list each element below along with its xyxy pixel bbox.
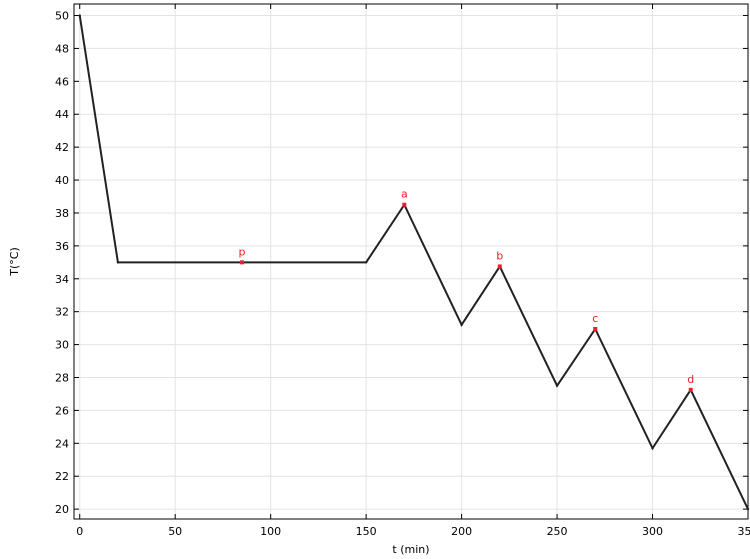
series-line [78,15,749,510]
annotation-label: a [401,188,408,201]
y-tick-label: 38 [55,207,69,220]
y-tick-label: 40 [55,174,69,187]
y-tick-label: 46 [55,75,69,88]
x-tick-label: 150 [356,525,377,538]
data-point [116,261,120,264]
x-tick-label: 100 [260,525,281,538]
y-tick-label: 36 [55,240,69,253]
annotation-label: p [239,245,246,258]
y-tick-label: 24 [55,437,69,450]
data-point [364,261,368,264]
data-point [651,447,654,450]
y-tick-label: 26 [55,404,69,417]
series-group [78,14,750,511]
plot-area-frame [73,3,749,520]
x-tick-label: 0 [76,525,83,538]
data-point [555,384,559,387]
annotation-label: d [687,373,694,386]
x-tick-label: 250 [547,525,568,538]
x-axis-title: t (min) [392,543,429,556]
x-tick-label: 300 [642,525,663,538]
y-tick-label: 32 [55,306,69,319]
y-tick-label: 48 [55,42,69,55]
x-axis-ticks: 0 50 100 150 200 250 300 350 [76,4,750,538]
y-axis-ticks: 20 22 24 26 28 30 32 34 36 38 40 42 44 46 48 50 [55,10,748,516]
x-tick-label: 200 [451,525,472,538]
annotation-marker [402,202,407,207]
annotation-marker [240,260,245,265]
annotation-marker [688,387,693,392]
y-tick-label: 44 [55,108,69,121]
data-point [78,14,81,17]
x-tick-label: 50 [168,525,182,538]
annotation-marker [497,264,502,269]
x-tick-label: 350 [738,525,750,538]
data-point [746,507,750,511]
y-tick-label: 50 [55,10,69,23]
annotation-group: p a b c d [239,188,694,392]
y-tick-label: 42 [55,141,69,154]
grid-lines [74,4,749,519]
y-tick-label: 34 [55,273,69,286]
annotation-marker [593,326,598,331]
y-tick-label: 22 [55,470,69,483]
annotation-label: c [592,312,598,325]
data-point [460,323,463,327]
y-tick-label: 20 [55,503,69,516]
y-tick-label: 28 [55,371,69,384]
y-tick-label: 30 [55,339,69,352]
y-axis-title: T(°C) [8,247,21,276]
annotation-label: b [496,249,503,262]
